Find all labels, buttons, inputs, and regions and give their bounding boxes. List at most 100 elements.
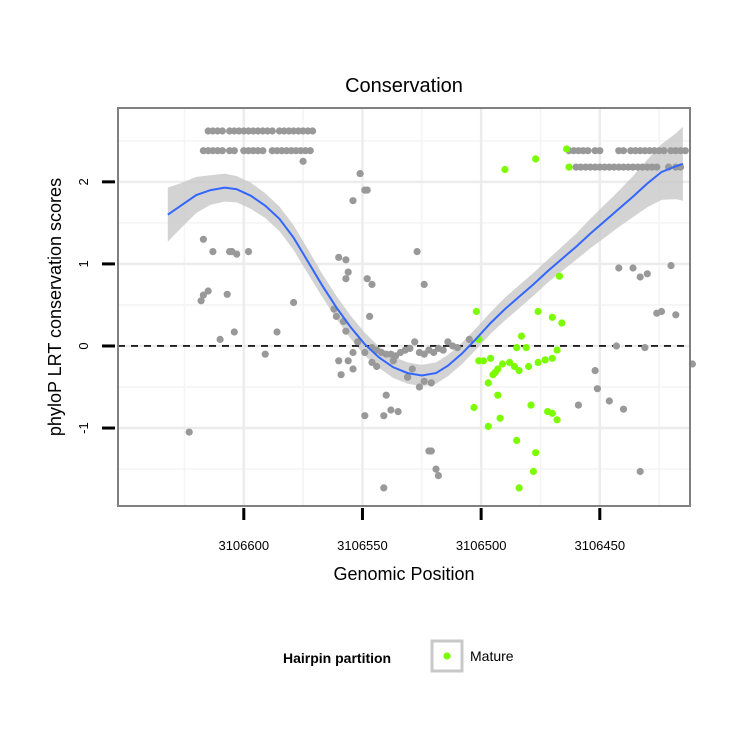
y-axis: -1 0 1 2	[76, 178, 115, 434]
y-axis-label: phyloP LRT conservation scores	[45, 178, 65, 436]
data-point-mature	[553, 416, 561, 424]
plot-panel-border	[117, 107, 691, 507]
data-point-other	[342, 327, 350, 335]
data-point-other	[667, 262, 675, 270]
data-point-mature	[501, 165, 509, 174]
data-point-other	[453, 344, 461, 352]
data-point-other	[420, 377, 428, 385]
data-point-other	[657, 307, 666, 316]
data-point-mature	[558, 319, 566, 327]
points-layer	[185, 127, 697, 492]
y-tick-label: 2	[76, 178, 91, 185]
data-point-mature	[506, 358, 514, 366]
data-point-other	[619, 405, 628, 413]
data-point-other	[465, 335, 473, 343]
data-point-other	[363, 186, 371, 194]
data-point-other	[434, 472, 442, 480]
data-point-other	[354, 338, 362, 346]
data-point-other	[444, 338, 452, 346]
data-point-other	[342, 275, 350, 283]
data-point-mature	[517, 332, 526, 340]
legend-entries: Mature	[430, 639, 514, 673]
data-point-mature	[525, 362, 533, 371]
data-point-other	[636, 467, 644, 476]
data-point-other	[584, 147, 592, 155]
data-point-other	[230, 328, 238, 336]
y-tick-label: 1	[76, 260, 91, 267]
data-point-other	[335, 253, 343, 261]
data-point-other	[199, 291, 207, 299]
data-point-other	[373, 362, 381, 371]
data-point-other	[420, 350, 428, 358]
data-point-mature	[484, 422, 492, 430]
data-point-other	[415, 383, 423, 391]
data-point-other	[605, 397, 613, 405]
data-point-other	[368, 280, 376, 288]
data-point-other	[411, 338, 419, 346]
data-point-mature	[513, 436, 521, 444]
data-point-other	[273, 328, 281, 336]
data-point-other	[204, 287, 212, 295]
data-point-other	[230, 147, 238, 155]
data-point-other	[596, 147, 604, 155]
data-point-mature	[529, 467, 538, 476]
data-point-other	[612, 342, 621, 350]
data-point-mature	[534, 358, 542, 366]
data-point-other	[349, 365, 357, 373]
data-point-other	[629, 264, 637, 272]
x-tick-label: 3106500	[456, 538, 507, 553]
data-point-other	[349, 197, 357, 205]
data-point-other	[591, 367, 599, 375]
legend-key-box	[430, 639, 464, 673]
data-point-other	[641, 344, 649, 352]
data-point-other	[209, 248, 217, 256]
data-point-other	[439, 346, 447, 354]
data-point-other	[344, 268, 352, 276]
data-point-mature	[475, 357, 483, 365]
data-point-other	[615, 264, 623, 272]
data-point-other	[643, 270, 651, 278]
data-point-other	[268, 127, 276, 135]
data-point-mature	[484, 379, 492, 387]
data-point-other	[389, 357, 397, 365]
data-point-other	[380, 412, 388, 420]
data-point-mature	[515, 484, 523, 492]
data-point-other	[335, 357, 343, 365]
data-point-other	[349, 348, 357, 357]
data-point-mature	[487, 354, 495, 362]
data-point-other	[413, 248, 421, 256]
data-point-mature	[489, 371, 497, 379]
data-point-other	[382, 391, 390, 399]
data-point-other	[681, 147, 689, 155]
chart-title: Conservation	[345, 75, 463, 97]
data-point-other	[361, 348, 369, 357]
data-point-mature	[541, 356, 549, 364]
data-point-other	[306, 147, 314, 155]
data-point-mature	[498, 360, 507, 368]
data-point-other	[394, 408, 402, 416]
x-tick-label: 3106450	[574, 538, 625, 553]
data-point-mature	[565, 163, 573, 171]
x-axis-label: Genomic Position	[333, 564, 474, 584]
data-point-other	[366, 312, 374, 320]
smooth-line-layer	[167, 162, 684, 377]
data-point-other	[380, 484, 388, 492]
data-point-other	[672, 311, 680, 319]
data-point-other	[408, 365, 416, 373]
confidence-ribbon	[167, 126, 683, 387]
data-point-other	[290, 298, 298, 307]
smooth-line	[167, 162, 684, 377]
data-point-other	[344, 357, 352, 365]
data-point-mature	[510, 362, 518, 371]
data-point-other	[387, 406, 395, 414]
x-axis: 3106600 3106550 3106500 3106450	[218, 508, 625, 553]
legend-title: Hairpin partition	[283, 650, 391, 666]
data-point-mature	[472, 307, 480, 316]
data-point-other	[593, 385, 602, 393]
data-point-other	[363, 275, 371, 283]
plot-panel	[118, 108, 690, 506]
data-point-mature	[513, 344, 521, 352]
data-point-mature	[553, 346, 561, 354]
